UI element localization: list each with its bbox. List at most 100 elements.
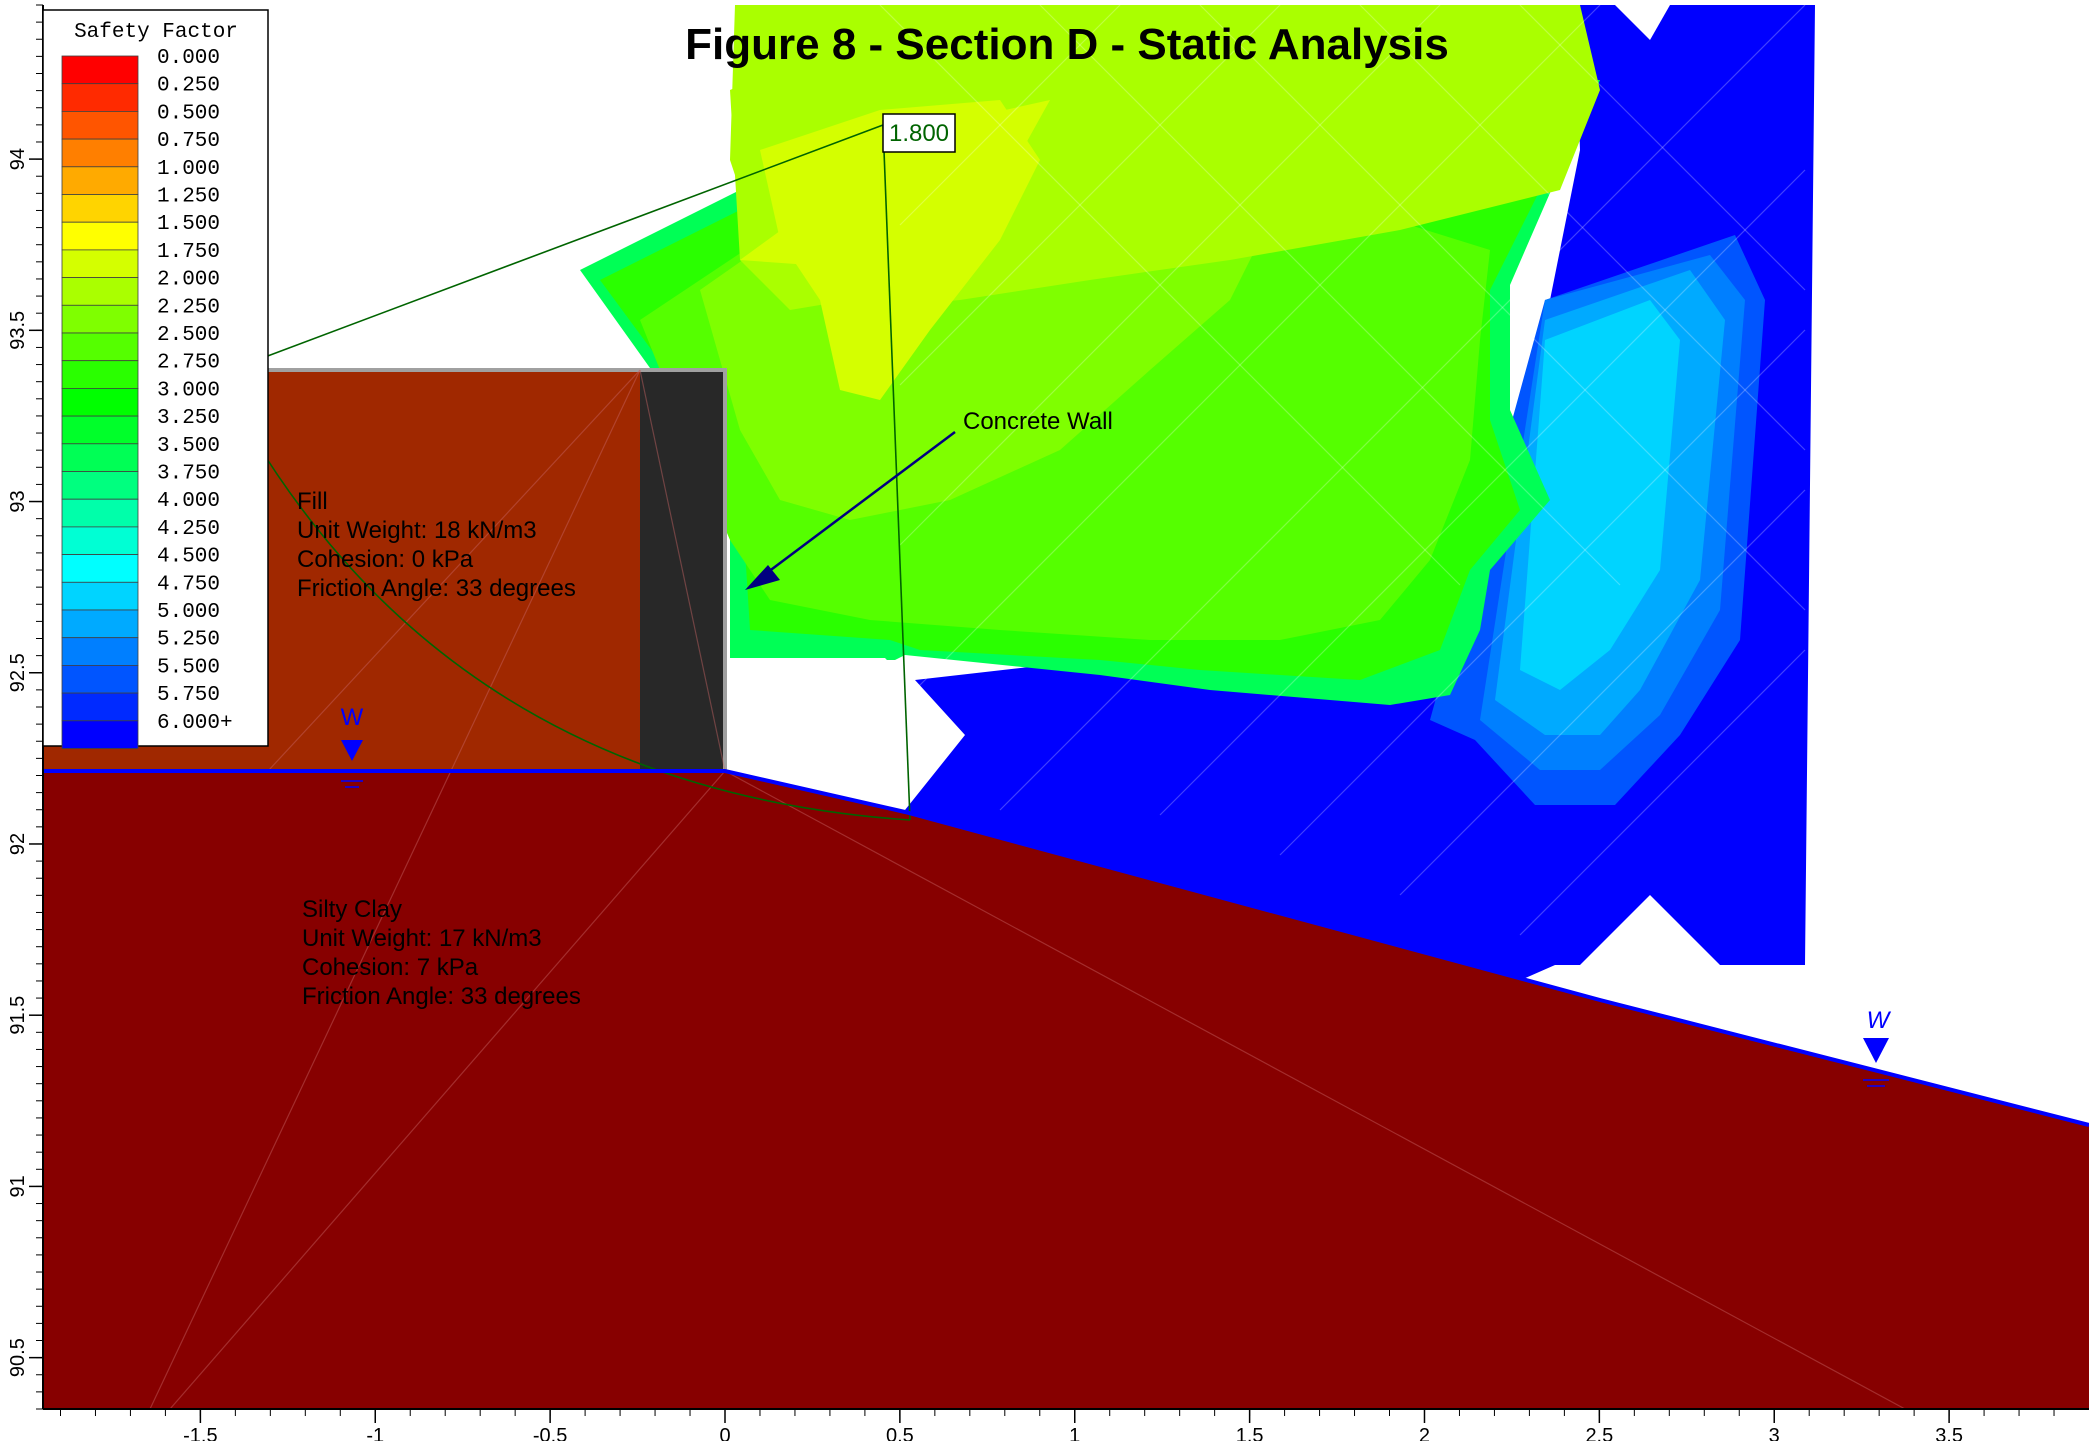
critical-slip-surface [254, 124, 911, 821]
x-tick-label: 1.5 [1236, 1425, 1264, 1441]
silty-clay-region [43, 771, 2089, 1409]
slip-chord [264, 124, 884, 358]
legend-swatch [61, 581, 139, 611]
x-tick-label: 3.5 [1935, 1425, 1963, 1441]
legend-swatch [61, 55, 139, 85]
legend-label: 3.500 [157, 435, 220, 458]
safety-factor-contours [580, 5, 1815, 1000]
legend-swatch [61, 138, 139, 168]
legend-swatch [61, 166, 139, 195]
slip-arc [254, 439, 911, 821]
legend-swatch [61, 332, 139, 362]
x-tick-label: 1 [1069, 1425, 1080, 1441]
fill-cohesion: Cohesion: 0 kPa [297, 546, 474, 573]
legend-swatch [61, 443, 139, 472]
legend-swatch [61, 526, 139, 556]
legend-label: 0.250 [157, 75, 220, 98]
clay-friction: Friction Angle: 33 degrees [302, 983, 581, 1010]
water-marker-triangle [1863, 1038, 1889, 1063]
x-tick-label: 2.5 [1585, 1425, 1613, 1441]
y-tick-label: 92.5 [7, 653, 29, 692]
figure-title: Figure 8 - Section D - Static Analysis [685, 20, 1449, 69]
legend-swatch [61, 304, 139, 334]
x-tick-label: 2 [1419, 1425, 1430, 1441]
analysis-lines [149, 369, 1906, 1410]
legend-label: 1.500 [157, 213, 220, 236]
water-marker-label: W [1867, 1007, 1892, 1034]
legend-swatch [61, 665, 139, 694]
wall-outline [43, 368, 727, 771]
legend-label: 4.250 [157, 518, 220, 541]
min-factor-callout: 1.800 [882, 113, 956, 153]
legend-label: 0.000 [157, 47, 220, 70]
callout-arrow-head [745, 565, 780, 590]
legend-swatch [61, 554, 139, 583]
fill-material-label: Fill Unit Weight: 18 kN/m3 Cohesion: 0 k… [297, 488, 576, 602]
legend-label: 2.750 [157, 352, 220, 375]
legend-label: 5.000 [157, 601, 220, 624]
legend-label: 2.250 [157, 296, 220, 319]
legend-label: 5.750 [157, 684, 220, 707]
x-tick-label: 0.5 [886, 1425, 914, 1441]
legend-label: 4.000 [157, 490, 220, 513]
concrete-wall-label: Concrete Wall [963, 408, 1113, 435]
clay-name: Silty Clay [302, 896, 402, 923]
y-tick-label: 91.5 [7, 996, 29, 1035]
legend-swatch [61, 111, 139, 140]
legend-swatch [61, 498, 139, 528]
legend-label: 0.500 [157, 102, 220, 125]
legend-label: 3.000 [157, 379, 220, 402]
legend-swatch [61, 692, 139, 722]
slip-radius [882, 124, 911, 821]
legend-swatch [61, 249, 139, 278]
water-marker-label: W [341, 704, 364, 731]
clay-material-label: Silty Clay Unit Weight: 17 kN/m3 Cohesio… [302, 896, 581, 1010]
legend-label: 5.500 [157, 656, 220, 679]
water-marker-triangle [341, 740, 363, 761]
legend-label: 3.750 [157, 463, 220, 486]
x-tick-label: 0 [719, 1425, 730, 1441]
fill-name: Fill [297, 488, 328, 515]
mesh-lines [879, 4, 1806, 936]
concrete-wall [640, 370, 725, 771]
contour-white-gap-mid [730, 658, 960, 810]
legend-label: 3.250 [157, 407, 220, 430]
y-tick-label: 91 [7, 1175, 29, 1197]
x-axis-ticks: -1.5 -1 -0.5 0 0.5 1 1.5 2 2.5 3 3.5 [59, 1409, 2055, 1441]
legend-swatch [61, 83, 139, 112]
x-tick-label: -0.5 [533, 1425, 567, 1441]
clay-unit-weight: Unit Weight: 17 kN/m3 [302, 925, 542, 952]
water-table [43, 769, 2089, 1127]
legend-swatch [61, 194, 139, 223]
legend-swatch [61, 387, 139, 417]
x-tick-label: -1.5 [183, 1425, 217, 1441]
contour-yellow-upper [740, 100, 1050, 270]
legend-label: 2.000 [157, 269, 220, 292]
legend-label: 1.250 [157, 186, 220, 209]
water-marker-left: W [341, 704, 364, 788]
legend-label: 2.500 [157, 324, 220, 347]
legend-title: Safety Factor [74, 21, 238, 44]
y-tick-label: 93 [7, 490, 29, 512]
y-axis-ticks: 94 93.5 93 92.5 92 91.5 91 90.5 [7, 4, 43, 1410]
x-tick-label: -1 [366, 1425, 384, 1441]
y-tick-label: 93.5 [7, 311, 29, 350]
clay-cohesion: Cohesion: 7 kPa [302, 954, 479, 981]
legend-swatch [61, 637, 139, 666]
legend-swatch [61, 609, 139, 639]
x-tick-label: 3 [1769, 1425, 1780, 1441]
fill-unit-weight: Unit Weight: 18 kN/m3 [297, 517, 537, 544]
legend-label: 0.750 [157, 130, 220, 153]
contour-white-gap-top [1615, 5, 1670, 40]
legend-label: 1.750 [157, 241, 220, 264]
callout-arrow-shaft [759, 430, 956, 580]
contour-cyan [1520, 300, 1680, 690]
legend-label: 4.500 [157, 546, 220, 569]
concrete-wall-callout: Concrete Wall [745, 408, 1113, 590]
fill-friction: Friction Angle: 33 degrees [297, 575, 576, 602]
legend-label: 5.250 [157, 629, 220, 652]
legend-swatch [61, 277, 139, 306]
legend-swatch [61, 221, 139, 251]
safety-factor-legend: Safety Factor 0.000 0.250 0.500 0.750 1.000 1… [42, 9, 269, 749]
